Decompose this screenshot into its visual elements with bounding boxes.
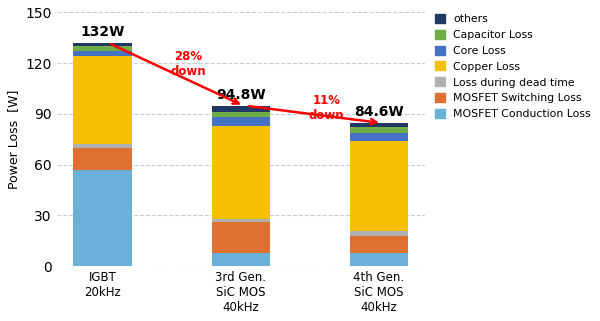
Bar xyxy=(212,219,270,222)
Text: 11%
down: 11% down xyxy=(308,94,344,122)
Text: 84.6W: 84.6W xyxy=(354,105,404,119)
Bar xyxy=(350,236,408,253)
Bar xyxy=(73,144,131,148)
Y-axis label: Power Loss  [W]: Power Loss [W] xyxy=(7,90,20,189)
Bar xyxy=(212,117,270,126)
Bar xyxy=(73,46,131,51)
Text: 132W: 132W xyxy=(80,25,125,39)
Bar xyxy=(212,222,270,253)
Text: 28%
down: 28% down xyxy=(170,50,206,78)
Bar xyxy=(212,126,270,219)
Bar xyxy=(212,106,270,112)
Bar xyxy=(212,112,270,117)
Bar xyxy=(350,141,408,231)
Bar xyxy=(212,253,270,266)
Legend: others, Capacitor Loss, Core Loss, Copper Loss, Loss during dead time, MOSFET Sw: others, Capacitor Loss, Core Loss, Coppe… xyxy=(434,13,592,120)
Bar xyxy=(73,43,131,46)
Bar xyxy=(350,231,408,236)
Bar xyxy=(73,148,131,170)
Bar xyxy=(350,127,408,133)
Bar xyxy=(350,133,408,141)
Bar xyxy=(350,253,408,266)
Bar xyxy=(73,56,131,144)
Text: 94.8W: 94.8W xyxy=(216,88,266,101)
Bar xyxy=(73,170,131,266)
Bar xyxy=(73,51,131,56)
Bar xyxy=(350,123,408,127)
